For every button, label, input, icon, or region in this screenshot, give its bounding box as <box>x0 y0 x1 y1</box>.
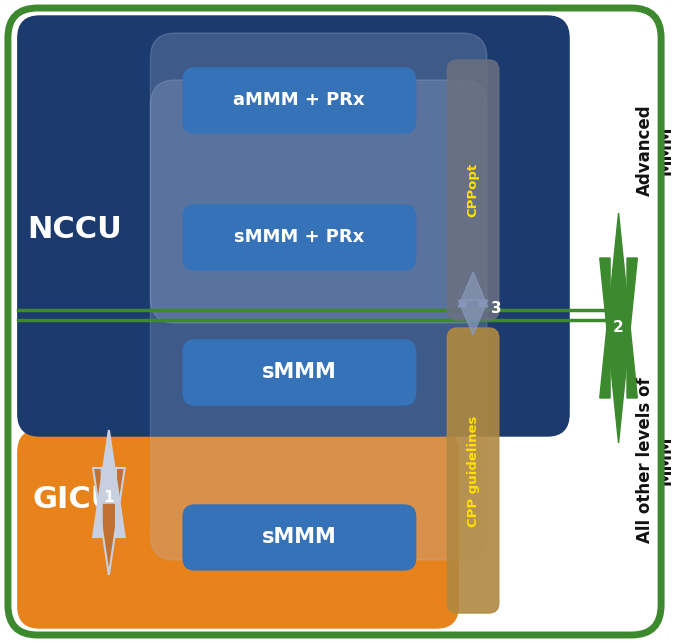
Text: NCCU: NCCU <box>27 215 121 244</box>
Polygon shape <box>600 213 637 398</box>
Text: Advanced
MMM: Advanced MMM <box>636 104 675 196</box>
FancyBboxPatch shape <box>447 60 499 320</box>
Polygon shape <box>93 430 125 537</box>
Text: aMMM + PRx: aMMM + PRx <box>233 91 365 109</box>
FancyBboxPatch shape <box>183 205 416 270</box>
FancyBboxPatch shape <box>183 505 416 570</box>
Text: 1: 1 <box>104 491 114 505</box>
Text: CPP guidelines: CPP guidelines <box>466 415 479 527</box>
Polygon shape <box>458 300 488 335</box>
Text: All other levels of
MMM: All other levels of MMM <box>636 377 675 543</box>
FancyBboxPatch shape <box>18 16 569 436</box>
Text: GICU: GICU <box>33 485 116 514</box>
Text: CPPopt: CPPopt <box>466 163 479 217</box>
FancyBboxPatch shape <box>447 328 499 613</box>
Polygon shape <box>458 272 488 307</box>
FancyBboxPatch shape <box>183 340 416 405</box>
FancyBboxPatch shape <box>151 80 487 560</box>
Text: sMMM: sMMM <box>262 527 336 547</box>
FancyBboxPatch shape <box>18 430 458 628</box>
Text: sMMM + PRx: sMMM + PRx <box>234 228 364 246</box>
FancyBboxPatch shape <box>183 68 416 133</box>
Polygon shape <box>600 258 637 443</box>
Text: sMMM: sMMM <box>262 362 336 382</box>
Text: 2: 2 <box>613 320 624 336</box>
Polygon shape <box>93 468 125 575</box>
FancyBboxPatch shape <box>151 33 487 323</box>
Text: 3: 3 <box>491 301 502 316</box>
